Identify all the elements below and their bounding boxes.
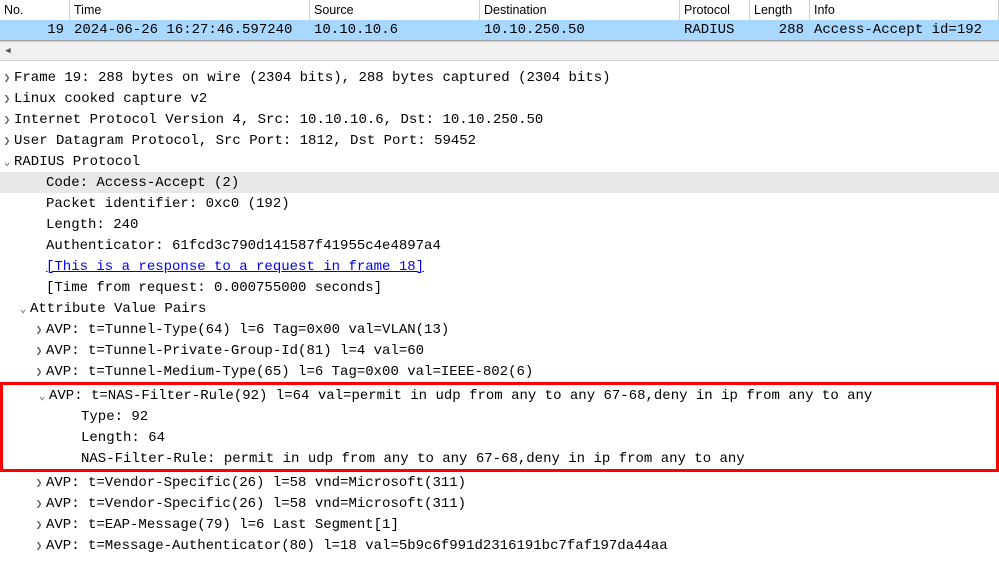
tree-row-packet-id[interactable]: . Packet identifier: 0xc0 (192) xyxy=(0,193,999,214)
scroll-track[interactable] xyxy=(16,42,999,60)
col-header-protocol[interactable]: Protocol xyxy=(680,0,750,20)
chevron-right-icon[interactable]: ❯ xyxy=(32,518,46,532)
tree-row-udp[interactable]: ❯ User Datagram Protocol, Src Port: 1812… xyxy=(0,130,999,151)
chevron-right-icon[interactable]: ❯ xyxy=(32,323,46,337)
tree-label: Type: 92 xyxy=(81,409,148,425)
cell-info: Access-Accept id=192 xyxy=(810,22,999,38)
tree-label: RADIUS Protocol xyxy=(14,154,140,170)
tree-label: AVP: t=Tunnel-Type(64) l=6 Tag=0x00 val=… xyxy=(46,322,449,338)
tree-row-avp[interactable]: ❯ AVP: t=Vendor-Specific(26) l=58 vnd=Mi… xyxy=(0,472,999,493)
tree-label: AVP: t=EAP-Message(79) l=6 Last Segment[… xyxy=(46,517,399,533)
chevron-right-icon[interactable]: ❯ xyxy=(32,344,46,358)
tree-row-avp[interactable]: ❯ AVP: t=Tunnel-Private-Group-Id(81) l=4… xyxy=(0,340,999,361)
tree-label: User Datagram Protocol, Src Port: 1812, … xyxy=(14,133,476,149)
tree-label: AVP: t=Vendor-Specific(26) l=58 vnd=Micr… xyxy=(46,475,466,491)
tree-label: Length: 64 xyxy=(81,430,165,446)
tree-row-response-link[interactable]: . [This is a response to a request in fr… xyxy=(0,256,999,277)
cell-protocol: RADIUS xyxy=(680,22,750,38)
highlighted-avp-box: ⌄ AVP: t=NAS-Filter-Rule(92) l=64 val=pe… xyxy=(0,382,999,472)
chevron-right-icon[interactable]: ❯ xyxy=(0,71,14,85)
tree-row-linux[interactable]: ❯ Linux cooked capture v2 xyxy=(0,88,999,109)
chevron-down-icon[interactable]: ⌄ xyxy=(35,389,49,403)
cell-no: 19 xyxy=(0,22,70,38)
tree-label: AVP: t=Tunnel-Private-Group-Id(81) l=4 v… xyxy=(46,343,424,359)
col-header-source[interactable]: Source xyxy=(310,0,480,20)
col-header-destination[interactable]: Destination xyxy=(480,0,680,20)
cell-length: 288 xyxy=(750,22,810,38)
tree-row-avp[interactable]: ❯ AVP: t=Message-Authenticator(80) l=18 … xyxy=(0,535,999,556)
scroll-left-icon[interactable]: ◀ xyxy=(0,43,16,59)
tree-label: Frame 19: 288 bytes on wire (2304 bits),… xyxy=(14,70,611,86)
blank-icon: . xyxy=(32,282,46,294)
col-header-length[interactable]: Length xyxy=(750,0,810,20)
tree-label: NAS-Filter-Rule: permit in udp from any … xyxy=(81,451,745,467)
blank-icon: . xyxy=(32,177,46,189)
chevron-right-icon[interactable]: ❯ xyxy=(0,92,14,106)
tree-label: Attribute Value Pairs xyxy=(30,301,206,317)
blank-icon: . xyxy=(67,432,81,444)
col-header-time[interactable]: Time xyxy=(70,0,310,20)
tree-label: AVP: t=Vendor-Specific(26) l=58 vnd=Micr… xyxy=(46,496,466,512)
chevron-right-icon[interactable]: ❯ xyxy=(32,476,46,490)
col-header-no[interactable]: No. xyxy=(0,0,70,20)
chevron-right-icon[interactable]: ❯ xyxy=(0,113,14,127)
tree-row-avps[interactable]: ⌄ Attribute Value Pairs xyxy=(0,298,999,319)
tree-label: Code: Access-Accept (2) xyxy=(46,175,239,191)
tree-label: Authenticator: 61fcd3c790d141587f41955c4… xyxy=(46,238,441,254)
response-frame-link[interactable]: [This is a response to a request in fram… xyxy=(46,259,424,275)
tree-row-authenticator[interactable]: . Authenticator: 61fcd3c790d141587f41955… xyxy=(0,235,999,256)
tree-label: AVP: t=Message-Authenticator(80) l=18 va… xyxy=(46,538,668,554)
tree-row-avp[interactable]: ❯ AVP: t=Tunnel-Type(64) l=6 Tag=0x00 va… xyxy=(0,319,999,340)
chevron-right-icon[interactable]: ❯ xyxy=(0,134,14,148)
blank-icon: . xyxy=(32,219,46,231)
cell-time: 2024-06-26 16:27:46.597240 xyxy=(70,22,310,38)
tree-row-avp[interactable]: ❯ AVP: t=Tunnel-Medium-Type(65) l=6 Tag=… xyxy=(0,361,999,382)
packet-list-header: No. Time Source Destination Protocol Len… xyxy=(0,0,999,20)
tree-row-time-from[interactable]: . [Time from request: 0.000755000 second… xyxy=(0,277,999,298)
chevron-right-icon[interactable]: ❯ xyxy=(32,365,46,379)
tree-label: [Time from request: 0.000755000 seconds] xyxy=(46,280,382,296)
packet-details-pane: ❯ Frame 19: 288 bytes on wire (2304 bits… xyxy=(0,61,999,556)
chevron-down-icon[interactable]: ⌄ xyxy=(16,302,30,316)
tree-label: Internet Protocol Version 4, Src: 10.10.… xyxy=(14,112,543,128)
tree-row-avp-length[interactable]: . Length: 64 xyxy=(3,427,996,448)
cell-source: 10.10.10.6 xyxy=(310,22,480,38)
tree-row-avp-type[interactable]: . Type: 92 xyxy=(3,406,996,427)
tree-label: AVP: t=Tunnel-Medium-Type(65) l=6 Tag=0x… xyxy=(46,364,533,380)
packet-row[interactable]: 19 2024-06-26 16:27:46.597240 10.10.10.6… xyxy=(0,20,999,40)
tree-row-frame[interactable]: ❯ Frame 19: 288 bytes on wire (2304 bits… xyxy=(0,67,999,88)
cell-destination: 10.10.250.50 xyxy=(480,22,680,38)
tree-label: Packet identifier: 0xc0 (192) xyxy=(46,196,290,212)
blank-icon: . xyxy=(67,453,81,465)
horizontal-scrollbar[interactable]: ◀ xyxy=(0,41,999,61)
blank-icon: . xyxy=(67,411,81,423)
blank-icon: . xyxy=(32,261,46,273)
tree-row-avp-rule[interactable]: . NAS-Filter-Rule: permit in udp from an… xyxy=(3,448,996,469)
packet-list-pane: No. Time Source Destination Protocol Len… xyxy=(0,0,999,41)
tree-row-code[interactable]: . Code: Access-Accept (2) xyxy=(0,172,999,193)
tree-row-ip[interactable]: ❯ Internet Protocol Version 4, Src: 10.1… xyxy=(0,109,999,130)
tree-row-avp-nas-filter[interactable]: ⌄ AVP: t=NAS-Filter-Rule(92) l=64 val=pe… xyxy=(3,385,996,406)
blank-icon: . xyxy=(32,198,46,210)
chevron-right-icon[interactable]: ❯ xyxy=(32,497,46,511)
blank-icon: . xyxy=(32,240,46,252)
tree-row-avp[interactable]: ❯ AVP: t=EAP-Message(79) l=6 Last Segmen… xyxy=(0,514,999,535)
tree-row-avp[interactable]: ❯ AVP: t=Vendor-Specific(26) l=58 vnd=Mi… xyxy=(0,493,999,514)
tree-label: AVP: t=NAS-Filter-Rule(92) l=64 val=perm… xyxy=(49,388,872,404)
tree-label: Linux cooked capture v2 xyxy=(14,91,207,107)
col-header-info[interactable]: Info xyxy=(810,0,999,20)
chevron-down-icon[interactable]: ⌄ xyxy=(0,155,14,169)
tree-label: Length: 240 xyxy=(46,217,138,233)
tree-row-radius[interactable]: ⌄ RADIUS Protocol xyxy=(0,151,999,172)
tree-row-length[interactable]: . Length: 240 xyxy=(0,214,999,235)
chevron-right-icon[interactable]: ❯ xyxy=(32,539,46,553)
